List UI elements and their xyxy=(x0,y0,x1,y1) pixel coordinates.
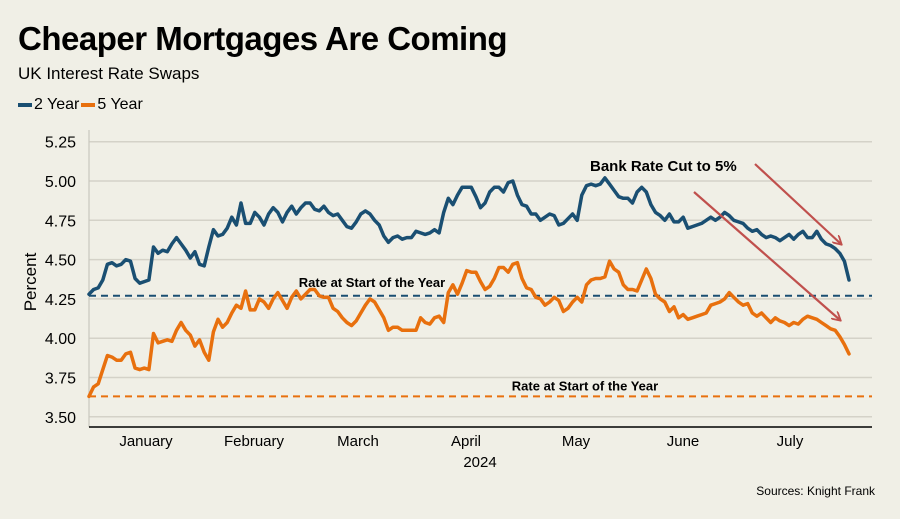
annotation-arrow-5-year xyxy=(693,191,840,320)
y-tick-label: 4.25 xyxy=(45,292,76,309)
x-tick-label: July xyxy=(777,433,804,450)
y-tick-label: 3.75 xyxy=(45,371,76,388)
series-line-5-year xyxy=(87,259,851,399)
y-tick-label: 4.50 xyxy=(45,253,76,270)
legend-swatch-2-year xyxy=(18,103,32,107)
legend-swatch-5-year xyxy=(81,103,96,107)
y-tick-label: 5.00 xyxy=(45,174,76,191)
legend-item-2-year: 2 Year xyxy=(18,96,79,114)
y-tick-label: 5.25 xyxy=(45,135,76,152)
y-tick-label: 4.75 xyxy=(45,213,76,230)
chart-title: Cheaper Mortgages Are Coming xyxy=(18,20,508,57)
y-tick-label: 4.00 xyxy=(45,331,76,348)
x-tick-label: March xyxy=(337,433,379,450)
annotation-arrow-2-year xyxy=(754,163,841,244)
y-tick-label: 3.50 xyxy=(45,410,76,427)
source-note: Sources: Knight Frank xyxy=(756,484,875,498)
legend: 2 Year 5 Year xyxy=(18,96,145,114)
series-line-2-year xyxy=(87,176,851,296)
legend-label-5-year: 5 Year xyxy=(97,96,143,113)
x-tick-label: January xyxy=(119,433,173,450)
reference-line-label: Rate at Start of the Year xyxy=(299,275,445,290)
legend-item-5-year: 5 Year xyxy=(81,96,143,114)
x-tick-label: May xyxy=(562,433,591,450)
x-axis-label: 2024 xyxy=(463,454,496,471)
x-tick-label: February xyxy=(224,433,285,450)
reference-line-label: Rate at Start of the Year xyxy=(512,378,658,393)
x-tick-label: April xyxy=(451,433,481,450)
legend-label-2-year: 2 Year xyxy=(34,96,80,113)
y-axis-label: Percent xyxy=(21,252,40,311)
annotation-bank-rate-cut: Bank Rate Cut to 5% xyxy=(590,158,737,175)
x-tick-label: June xyxy=(667,433,700,450)
chart-subtitle: UK Interest Rate Swaps xyxy=(18,64,200,83)
